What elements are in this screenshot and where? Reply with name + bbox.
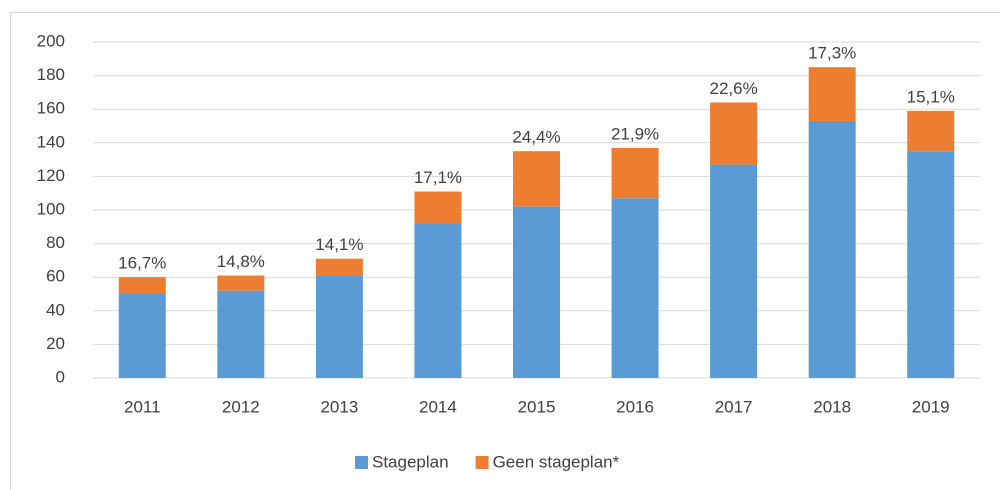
y-tick-label: 20: [46, 334, 65, 353]
bar-total-label: 14,8%: [217, 252, 265, 271]
bar-segment: [513, 151, 560, 207]
bar-total-label: 17,3%: [808, 44, 856, 63]
x-tick-label: 2014: [419, 397, 457, 416]
bar-total-label: 21,9%: [611, 124, 659, 143]
y-tick-label: 60: [46, 267, 65, 286]
legend-swatch: [355, 456, 368, 469]
bar-total-label: 17,1%: [414, 168, 462, 187]
y-tick-label: 40: [46, 300, 65, 319]
y-tick-label: 0: [56, 367, 65, 386]
bar-segment: [907, 151, 955, 378]
x-tick-label: 2018: [813, 397, 851, 416]
bar-total-label: 24,4%: [512, 128, 560, 147]
y-tick-label: 180: [37, 65, 65, 84]
bar-segment: [315, 258, 363, 276]
x-tick-label: 2013: [320, 397, 358, 416]
y-tick-label: 120: [37, 166, 65, 185]
bar-segment: [118, 277, 166, 294]
legend-label: Stageplan: [372, 452, 449, 471]
bar-total-label: 16,7%: [118, 254, 166, 273]
bar-segment: [611, 198, 659, 378]
bar-segment: [118, 294, 166, 378]
bar-segment: [513, 206, 560, 378]
y-tick-label: 80: [46, 233, 65, 252]
bar-total-label: 15,1%: [907, 87, 955, 106]
x-tick-label: 2015: [518, 397, 556, 416]
bar-segment: [315, 275, 363, 378]
legend-swatch: [475, 456, 489, 469]
y-tick-label: 160: [37, 99, 65, 118]
y-tick-label: 100: [37, 199, 65, 218]
bar-segment: [710, 102, 758, 165]
x-tick-label: 2012: [222, 397, 260, 416]
legend-label: Geen stageplan*: [493, 452, 620, 471]
x-tick-label: 2011: [124, 397, 161, 416]
bar-segment: [217, 275, 265, 291]
bar-segment: [217, 290, 265, 378]
bar-segment: [808, 120, 856, 379]
x-tick-label: 2019: [912, 397, 950, 416]
bar-segment: [808, 67, 856, 121]
chart-frame: [10, 12, 1000, 490]
x-tick-label: 2017: [715, 397, 753, 416]
x-tick-label: 2016: [616, 397, 654, 416]
bar-segment: [907, 110, 955, 152]
bar-segment: [710, 164, 758, 378]
y-tick-label: 140: [37, 132, 65, 151]
bar-segment: [414, 223, 462, 378]
bar-segment: [611, 147, 659, 199]
bar-total-label: 14,1%: [315, 235, 363, 254]
bar-segment: [414, 191, 462, 224]
y-tick-label: 200: [37, 31, 65, 50]
bar-total-label: 22,6%: [710, 79, 758, 98]
